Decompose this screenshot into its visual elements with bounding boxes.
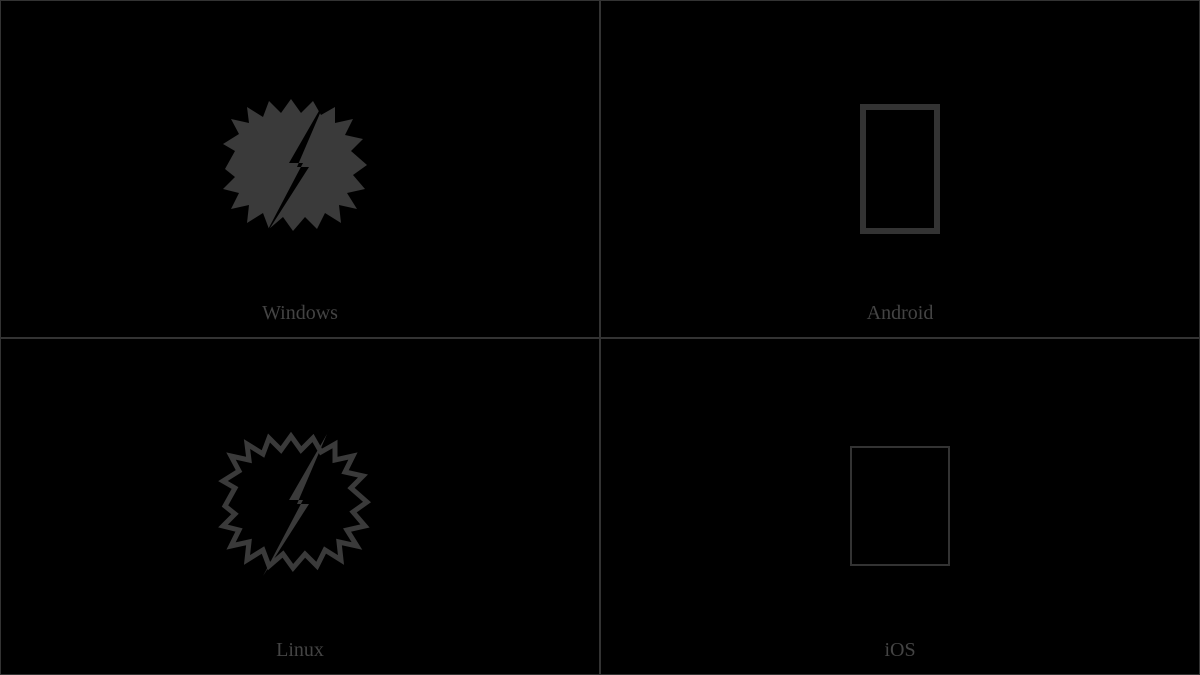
- label-android: Android: [601, 302, 1199, 325]
- cell-android: Android: [600, 0, 1200, 338]
- label-windows: Windows: [1, 302, 599, 325]
- label-linux: Linux: [1, 639, 599, 662]
- glyph-area-linux: [1, 339, 599, 675]
- glyph-area-android: [601, 1, 1199, 337]
- burst-outline-icon: [205, 426, 395, 586]
- burst-filled-icon: [205, 89, 395, 249]
- glyph-area-ios: [601, 339, 1199, 675]
- cell-ios: iOS: [600, 338, 1200, 675]
- missing-glyph-icon: [850, 446, 950, 566]
- glyph-area-windows: [1, 1, 599, 337]
- label-ios: iOS: [601, 639, 1199, 662]
- cell-linux: Linux: [0, 338, 600, 675]
- missing-glyph-icon: [860, 104, 940, 234]
- cell-windows: Windows: [0, 0, 600, 338]
